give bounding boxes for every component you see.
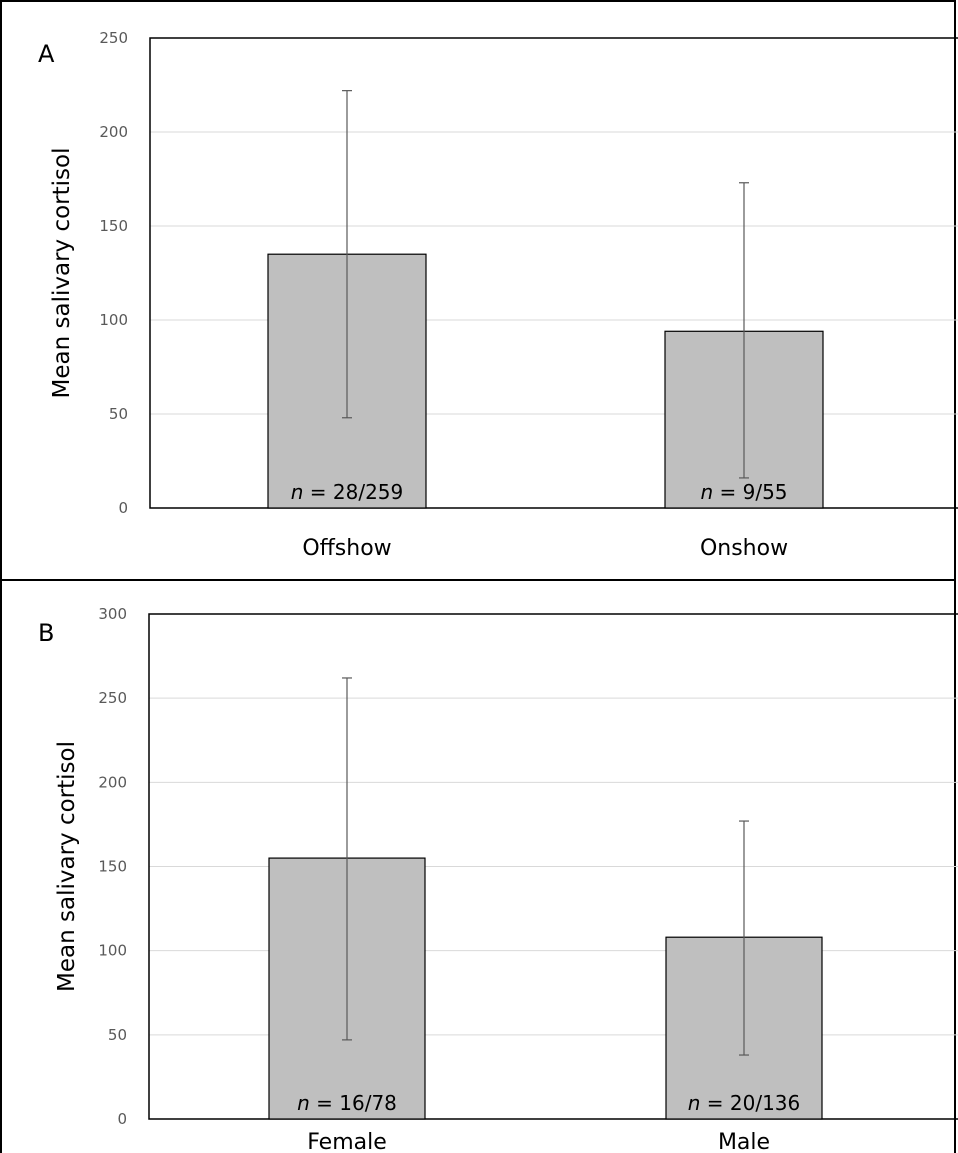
chart-a-svg: A 0 50 100 150 200 250 Mean salivary cortisol n …: [38, 29, 958, 561]
y-axis-label-a: Mean salivary cortisol: [49, 148, 75, 399]
n-label-a-offshow: n = 28/259: [291, 480, 404, 504]
y-tick-label-b-250: 250: [98, 689, 127, 707]
y-tick-label-b-100: 100: [98, 942, 127, 960]
y-tick-label-b-50: 50: [108, 1026, 127, 1044]
y-tick-label-a-150: 150: [99, 217, 128, 235]
y-tick-label-a-50: 50: [109, 405, 128, 423]
plot-area-b: [148, 613, 958, 1120]
chart-panel-a: A 0 50 100 150 200 250 Mean salivary cortisol n …: [0, 0, 958, 581]
x-category-label-b-male: Male: [718, 1130, 770, 1153]
panel-label-a: A: [38, 40, 55, 68]
y-tick-label-a-100: 100: [99, 311, 128, 329]
y-tick-label-b-150: 150: [98, 858, 127, 876]
y-tick-label-b-0: 0: [117, 1110, 127, 1128]
chart-b-svg: B 0 50 100 150 200 250 300 Mean salivary cortiso…: [38, 605, 958, 1153]
x-category-label-a-offshow: Offshow: [302, 536, 391, 561]
plot-area-a: [149, 37, 958, 509]
n-label-a-onshow: n = 9/55: [700, 480, 787, 504]
y-tick-label-a-250: 250: [99, 29, 128, 47]
y-tick-label-b-200: 200: [98, 773, 127, 791]
y-tick-label-a-0: 0: [118, 499, 128, 517]
x-category-label-a-onshow: Onshow: [700, 536, 788, 561]
y-axis-label-b: Mean salivary cortisol: [54, 741, 80, 992]
y-tick-label-a-200: 200: [99, 123, 128, 141]
panel-label-b: B: [38, 619, 54, 647]
n-label-b-female: n = 16/78: [297, 1091, 397, 1115]
x-category-label-b-female: Female: [307, 1130, 387, 1153]
y-tick-label-b-300: 300: [98, 605, 127, 623]
n-label-b-male: n = 20/136: [688, 1091, 801, 1115]
chart-panel-b: B 0 50 100 150 200 250 300 Mean salivary cortiso…: [0, 581, 958, 1153]
